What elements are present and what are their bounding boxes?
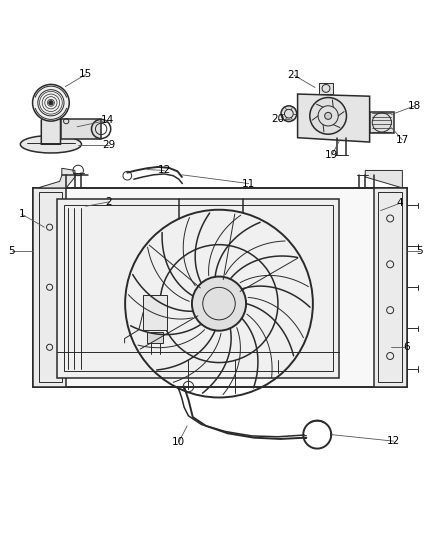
Bar	[370, 111, 394, 133]
Polygon shape	[319, 83, 332, 94]
Circle shape	[192, 277, 246, 330]
Bar	[39, 192, 62, 382]
Bar	[64, 205, 332, 372]
Polygon shape	[60, 119, 101, 139]
Text: 2: 2	[106, 197, 112, 207]
Text: 10: 10	[172, 437, 185, 447]
Polygon shape	[297, 94, 370, 142]
Bar	[378, 192, 403, 382]
Text: 18: 18	[408, 101, 421, 111]
Text: 12: 12	[387, 436, 400, 446]
Circle shape	[49, 101, 53, 105]
Text: 20: 20	[272, 114, 285, 124]
Bar	[147, 332, 163, 343]
Text: 14: 14	[101, 115, 114, 125]
Bar	[33, 188, 66, 386]
Bar	[33, 188, 407, 386]
Text: 15: 15	[79, 69, 92, 79]
Text: 5: 5	[417, 246, 423, 256]
Ellipse shape	[20, 135, 81, 153]
Text: 4: 4	[397, 198, 403, 208]
Text: 21: 21	[287, 70, 301, 80]
Text: 5: 5	[8, 246, 15, 256]
Text: 11: 11	[242, 179, 255, 189]
Polygon shape	[41, 116, 60, 144]
Circle shape	[310, 98, 346, 134]
Bar	[374, 188, 407, 386]
Text: 1: 1	[18, 209, 25, 219]
Circle shape	[325, 112, 332, 119]
Text: 6: 6	[403, 342, 410, 352]
Text: 19: 19	[325, 150, 338, 160]
Text: 29: 29	[102, 140, 116, 150]
Polygon shape	[365, 171, 403, 188]
Text: 12: 12	[158, 165, 171, 175]
Polygon shape	[38, 168, 75, 188]
Text: 17: 17	[396, 135, 409, 145]
Circle shape	[32, 84, 69, 121]
Bar	[143, 295, 167, 330]
Circle shape	[281, 106, 297, 122]
Bar	[57, 199, 339, 378]
